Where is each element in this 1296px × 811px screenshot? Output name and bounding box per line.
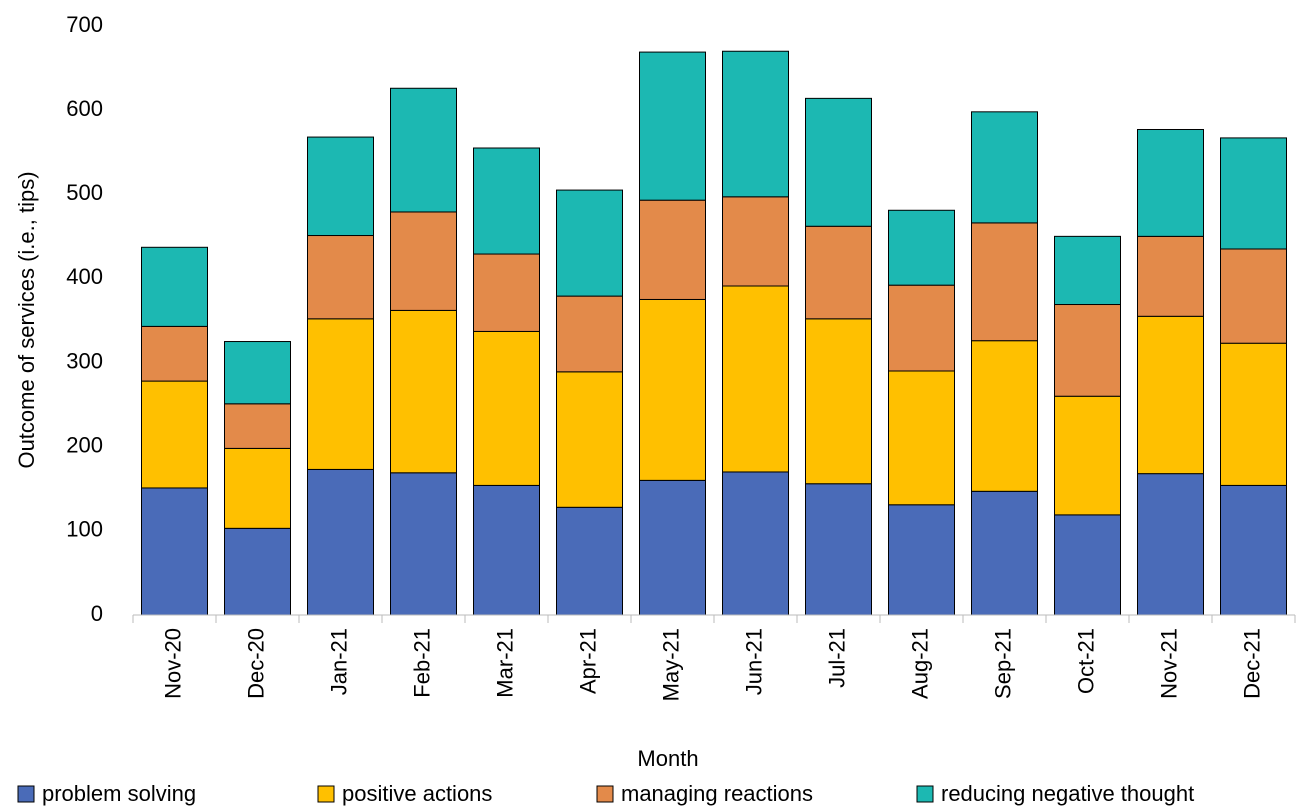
y-tick-label: 100 (66, 517, 103, 542)
bar-segment (971, 111, 1038, 224)
bar-segment (1220, 248, 1287, 344)
y-tick-label: 0 (91, 601, 103, 626)
bar-segment (1054, 304, 1121, 397)
bar-segment (1220, 342, 1287, 486)
x-tick-label: Sep-21 (990, 628, 1015, 699)
bar-segment (307, 468, 374, 616)
y-tick-label: 200 (66, 433, 103, 458)
bar-segment (888, 284, 955, 372)
bar-segment (307, 136, 374, 237)
bar-segment (473, 253, 540, 332)
bar-segment (141, 325, 208, 382)
bar-segment (473, 484, 540, 616)
bar-segment (639, 199, 706, 300)
x-tick-label: Jul-21 (824, 628, 849, 688)
x-tick-label: Dec-21 (1239, 628, 1264, 699)
bar-segment (556, 295, 623, 373)
x-tick-label: Jan-21 (326, 628, 351, 695)
bar-segment (141, 246, 208, 327)
legend-swatch (596, 785, 614, 803)
legend-swatch (916, 785, 934, 803)
x-tick-label: Oct-21 (1073, 628, 1098, 694)
legend-label: reducing negative thought (941, 781, 1194, 806)
bar-segment (390, 309, 457, 474)
bar-segment (141, 487, 208, 616)
bar-segment (805, 97, 872, 227)
bar-segment (224, 403, 291, 449)
legend-label: positive actions (342, 781, 492, 806)
legend-swatch (17, 785, 35, 803)
bar-segment (556, 371, 623, 508)
legend-item: reducing negative thought (916, 781, 1194, 806)
bar-segment (224, 527, 291, 616)
y-tick-label: 500 (66, 180, 103, 205)
legend-item: problem solving (17, 781, 196, 806)
bar-segment (390, 472, 457, 616)
bar-segment (722, 471, 789, 616)
x-axis-title: Month (637, 746, 698, 771)
legend-item: positive actions (317, 781, 492, 806)
bar-segment (1137, 128, 1204, 237)
bar-segment (1137, 235, 1204, 317)
bar-segment (224, 341, 291, 405)
bar-segment (722, 196, 789, 287)
bar-segment (888, 504, 955, 616)
bar-segment (888, 209, 955, 286)
bar-segment (1137, 473, 1204, 616)
bar-segment (473, 147, 540, 255)
bar-segment (722, 285, 789, 473)
y-tick-label: 300 (66, 348, 103, 373)
y-tick-label: 700 (66, 12, 103, 37)
bar-segment (1220, 137, 1287, 250)
bar-segment (805, 225, 872, 320)
x-tick-label: May-21 (658, 628, 683, 701)
bar-segment (971, 222, 1038, 342)
bar-segment (1054, 395, 1121, 516)
x-tick-label: Nov-21 (1156, 628, 1181, 699)
bar-segment (639, 479, 706, 616)
bar-segment (971, 340, 1038, 492)
x-tick-label: Feb-21 (409, 628, 434, 698)
bar-segment (473, 330, 540, 486)
legend-label: managing reactions (621, 781, 813, 806)
bar-segment (1054, 514, 1121, 616)
bar-segment (722, 50, 789, 198)
bar-segment (556, 189, 623, 297)
bar-segment (1054, 235, 1121, 306)
bar-segment (805, 483, 872, 616)
bar-segment (1137, 315, 1204, 475)
bar-segment (141, 380, 208, 489)
legend-label: problem solving (42, 781, 196, 806)
bar-segment (1220, 484, 1287, 616)
bar-segment (390, 211, 457, 311)
y-axis-title: Outcome of services (i.e., tips) (14, 171, 39, 468)
y-tick-label: 400 (66, 264, 103, 289)
legend-swatch (317, 785, 335, 803)
x-tick-label: Mar-21 (492, 628, 517, 698)
bar-segment (224, 447, 291, 529)
y-tick-label: 600 (66, 96, 103, 121)
legend-item: managing reactions (596, 781, 813, 806)
x-tick-label: Aug-21 (907, 628, 932, 699)
bar-segment (556, 506, 623, 616)
bar-segment (971, 490, 1038, 616)
x-tick-label: Apr-21 (575, 628, 600, 694)
bar-segment (307, 235, 374, 320)
bar-segment (639, 298, 706, 481)
x-tick-label: Dec-20 (243, 628, 268, 699)
x-tick-label: Jun-21 (741, 628, 766, 695)
bar-segment (888, 370, 955, 506)
bar-segment (639, 51, 706, 201)
bar-segment (390, 87, 457, 213)
x-tick-label: Nov-20 (160, 628, 185, 699)
bar-segment (307, 318, 374, 470)
bar-segment (805, 318, 872, 485)
